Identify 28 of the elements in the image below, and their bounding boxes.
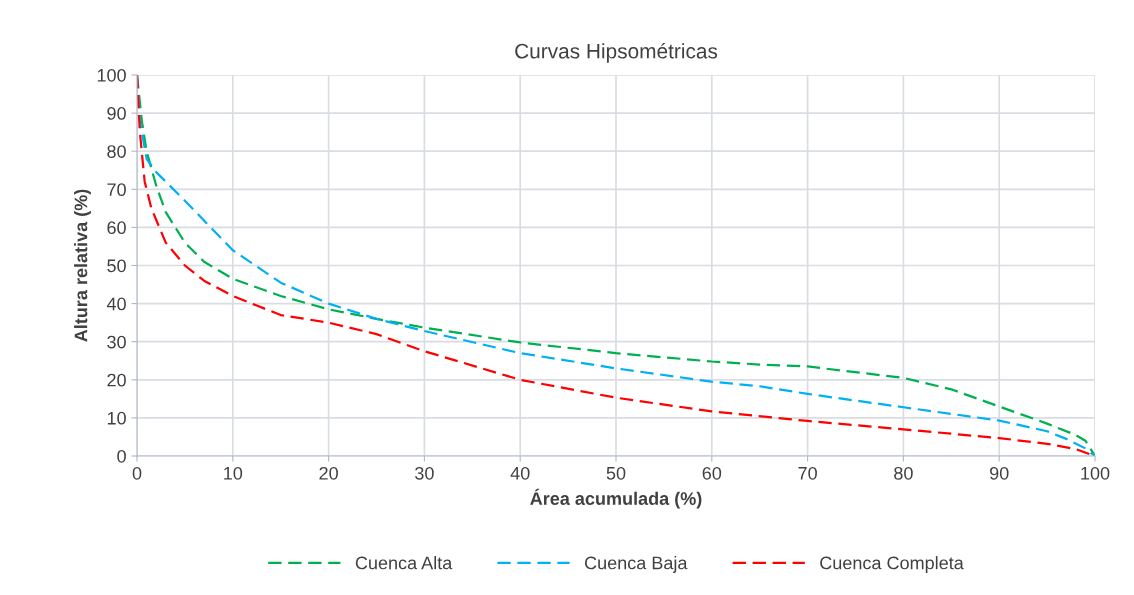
- x-tick-label: 70: [798, 466, 817, 480]
- x-axis-title: Área acumulada (%): [530, 488, 702, 509]
- x-tick-label: 40: [510, 466, 530, 480]
- y-axis-title: Altura relativa (%): [74, 189, 91, 342]
- x-tick-label: 10: [224, 466, 243, 480]
- y-tick-label: 50: [107, 259, 126, 273]
- y-tick-label: 40: [106, 297, 126, 311]
- x-tick-label: 100: [1081, 466, 1110, 480]
- legend-label: Cuenca Completa: [820, 556, 964, 573]
- y-tick-label: 70: [107, 183, 126, 197]
- y-tick-label: 30: [107, 335, 126, 349]
- x-tick-label: 30: [415, 466, 434, 480]
- x-tick-label: 20: [319, 466, 338, 480]
- x-tick-label: 50: [606, 466, 626, 480]
- y-tick-label: 100: [97, 68, 126, 82]
- y-tick-label: 10: [107, 411, 126, 425]
- legend-label: Cuenca Baja: [584, 556, 688, 573]
- legend-label: Cuenca Alta: [355, 556, 453, 570]
- y-tick-label: 90: [107, 107, 126, 120]
- y-tick-label: 80: [107, 145, 126, 158]
- y-tick-label: 0: [117, 449, 126, 463]
- y-tick-label: 60: [107, 221, 126, 235]
- x-tick-label: 60: [702, 466, 722, 480]
- y-tick-label: 20: [107, 373, 126, 387]
- x-tick-label: 90: [990, 466, 1009, 480]
- chart-title: Curvas Hipsométricas: [515, 42, 718, 63]
- x-tick-label: 80: [894, 466, 913, 480]
- x-tick-label: 0: [132, 466, 142, 480]
